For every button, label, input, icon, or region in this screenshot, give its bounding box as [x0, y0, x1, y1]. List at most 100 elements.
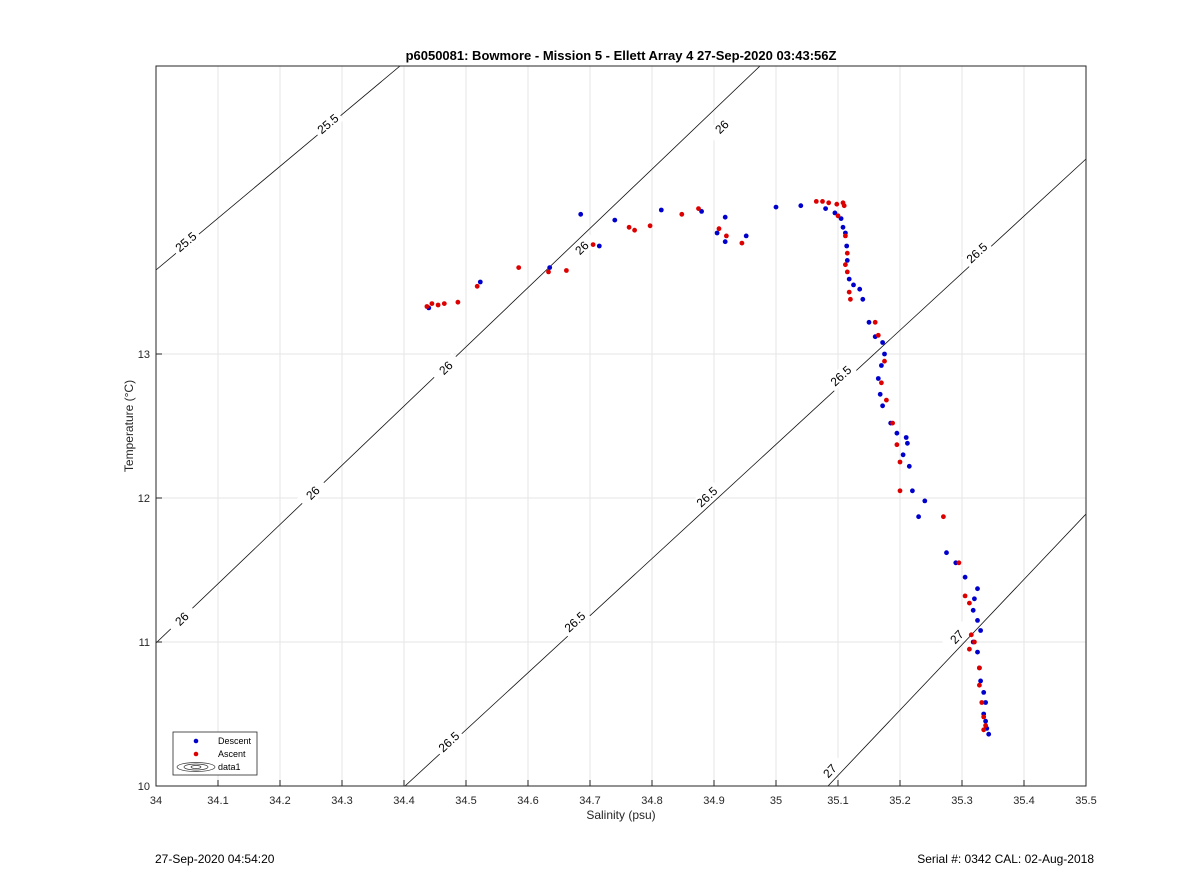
descent-point	[844, 243, 850, 249]
ascent-point	[894, 442, 900, 448]
descent-point	[846, 276, 852, 282]
descent-point	[547, 265, 553, 270]
descent-point	[981, 690, 987, 695]
descent-point	[851, 282, 856, 288]
ascent-point	[981, 714, 987, 720]
plot-area	[156, 66, 1086, 786]
ascent-point	[972, 639, 977, 645]
descent-point	[879, 363, 884, 368]
ascent-point	[979, 700, 985, 705]
ascent-point	[813, 199, 819, 204]
ascent-point	[897, 459, 903, 465]
data-points	[424, 199, 992, 737]
y-tick-label: 12	[138, 493, 150, 505]
descent-point	[903, 435, 909, 440]
descent-point	[798, 203, 804, 209]
ascent-point	[843, 262, 848, 268]
axes-box	[155, 65, 1087, 787]
descent-point	[877, 391, 883, 397]
isopycnal-label-bg	[430, 352, 462, 384]
ascent-point	[647, 223, 653, 229]
ascent-point	[435, 302, 441, 308]
ascent-point	[977, 665, 982, 671]
isopycnal-line	[156, 66, 761, 644]
x-tick-label: 34.8	[641, 795, 662, 807]
descent-point	[866, 319, 872, 325]
descent-point	[596, 243, 602, 249]
ascent-point	[429, 301, 435, 306]
legend-ascent-label: Ascent	[218, 749, 246, 759]
x-tick-label: 35	[770, 795, 782, 807]
ascent-point	[724, 233, 729, 239]
ascent-point	[848, 296, 853, 302]
x-tick-label: 35.2	[889, 795, 910, 807]
isopycnal-label-bg	[166, 603, 198, 635]
ascent-point	[841, 203, 847, 209]
descent-point	[840, 224, 846, 230]
y-axis-label: Temperature (°C)	[122, 380, 136, 472]
x-tick-label: 34.7	[579, 795, 600, 807]
descent-point	[916, 514, 921, 520]
isopycnal-label-bg	[941, 621, 973, 653]
descent-point	[975, 649, 980, 655]
ascent-point	[967, 600, 972, 606]
ascent-point	[983, 723, 988, 728]
isopycnal-label-bg	[961, 237, 993, 269]
descent-point	[880, 340, 885, 345]
ascent-point	[679, 211, 685, 217]
ascent-point	[516, 265, 522, 270]
ascent-point	[424, 304, 430, 309]
x-tick-label: 34.5	[455, 795, 476, 807]
ascent-point	[626, 224, 632, 230]
descent-point	[578, 211, 584, 217]
isopycnal-label-bg	[297, 477, 329, 509]
ascent-point	[716, 226, 722, 232]
descent-point	[972, 596, 977, 602]
descent-point	[962, 574, 968, 580]
descent-point	[978, 628, 983, 633]
legend-descent-label: Descent	[218, 736, 252, 746]
descent-point	[970, 607, 976, 613]
isopycnal-label-bg	[706, 111, 738, 143]
isopycnal-label-bg	[825, 360, 857, 392]
ascent-point	[968, 632, 974, 638]
descent-point	[832, 210, 838, 216]
ascent-point	[826, 200, 832, 206]
descent-point	[975, 586, 980, 592]
descent-point	[978, 678, 983, 684]
ascent-point	[882, 358, 887, 364]
ascent-point	[844, 250, 850, 256]
ascent-point	[884, 397, 889, 403]
descent-point	[905, 440, 910, 446]
x-axis-ticks: 34 34.1 34.2 34.3 34.4 34.5 34.6 34.7 34.8 34.9 35…	[150, 780, 1097, 807]
descent-point	[983, 718, 988, 724]
x-tick-label: 34.3	[331, 795, 352, 807]
descent-point	[906, 463, 912, 469]
isopycnal-label-bg	[312, 109, 344, 139]
ascent-point	[834, 201, 840, 207]
descent-point	[975, 618, 980, 623]
legend-descent-marker	[193, 738, 199, 744]
descent-point	[838, 216, 844, 222]
descent-point	[900, 452, 906, 458]
ascent-point	[739, 240, 745, 246]
x-tick-label: 35.1	[827, 795, 848, 807]
x-tick-label: 34	[150, 795, 162, 807]
isopycnal-label-bg	[559, 606, 591, 638]
descent-point	[612, 217, 618, 223]
x-tick-label: 34.9	[703, 795, 724, 807]
isopycnal-label-bg	[566, 232, 598, 264]
ascent-point	[455, 299, 461, 305]
isopycnal-label-bg	[814, 755, 846, 786]
ascent-point	[441, 301, 447, 306]
x-tick-label: 34.1	[207, 795, 228, 807]
descent-point	[894, 430, 900, 436]
descent-point	[860, 296, 866, 302]
descent-point	[944, 550, 949, 556]
ascent-point	[835, 213, 841, 219]
isopycnal-line	[827, 513, 1086, 786]
descent-point	[722, 239, 728, 245]
ascent-point	[941, 514, 946, 520]
isopycnal-label-bg	[691, 481, 723, 513]
ascent-point	[897, 488, 903, 494]
